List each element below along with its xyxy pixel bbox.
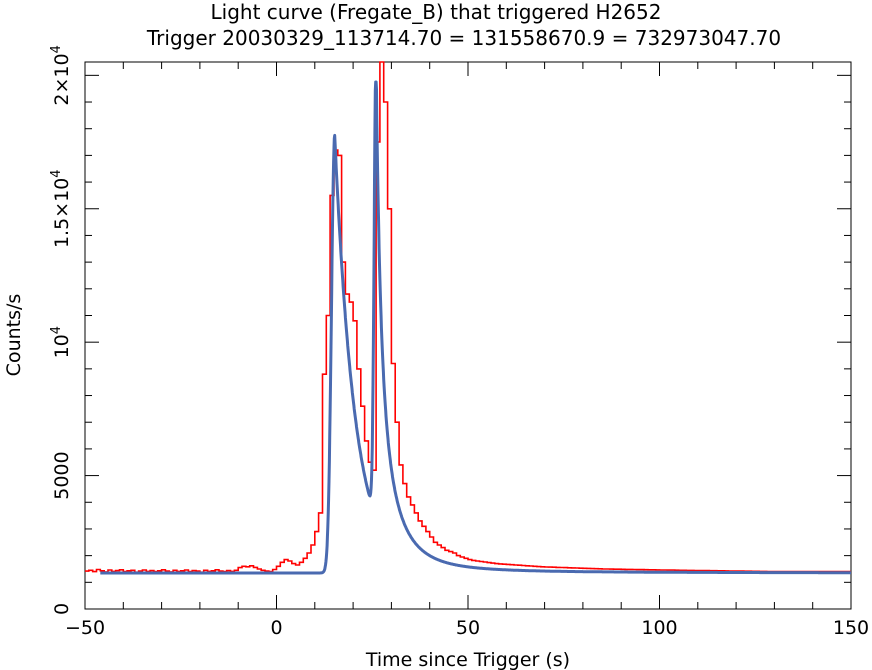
x-tick-label: 100 — [641, 617, 677, 639]
y-tick-label-exponent: 4 — [49, 169, 64, 177]
y-axis-label: Counts/s — [3, 294, 25, 377]
y-tick-label: 104 — [49, 326, 73, 358]
y-tick-label-exponent: 4 — [49, 45, 64, 53]
y-tick-label-exponent: 4 — [49, 326, 64, 334]
y-tick-label-base: 5000 — [51, 451, 73, 499]
chart-subtitle: Trigger 20030329_113714.70 = 131558670.9… — [146, 26, 782, 50]
y-tick-label: 5000 — [51, 451, 73, 499]
y-tick-label-base: 2×10 — [51, 53, 73, 105]
y-tick-label-base: 10 — [51, 334, 73, 358]
y-tick-label-base: 0 — [51, 603, 73, 615]
y-tick-label: 0 — [51, 603, 73, 615]
y-tick-label: 1.5×104 — [49, 169, 73, 248]
x-tick-label: 0 — [270, 617, 282, 639]
plot-area — [84, 61, 852, 610]
model-fit-curve — [99, 80, 853, 575]
chart-title: Light curve (Fregate_B) that triggered H… — [210, 0, 662, 24]
x-tick-label: 50 — [456, 617, 480, 639]
x-tick-label: 150 — [833, 617, 869, 639]
light-curve-histogram — [85, 61, 851, 573]
x-axis-label: Time since Trigger (s) — [365, 649, 570, 670]
y-tick-label: 2×104 — [49, 45, 73, 105]
y-tick-label-base: 1.5×10 — [51, 178, 73, 248]
x-tick-label: −50 — [65, 617, 105, 639]
